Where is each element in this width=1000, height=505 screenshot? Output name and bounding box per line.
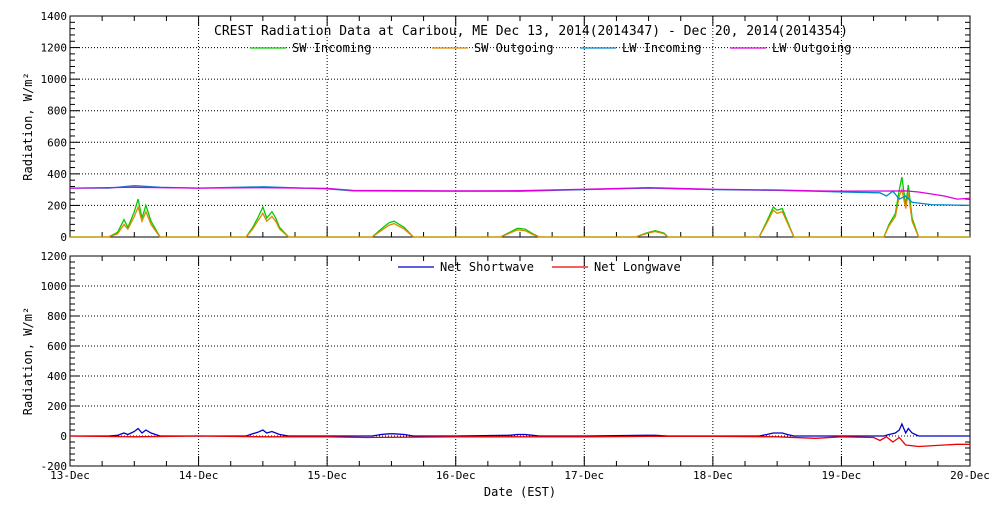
y-tick-label: 1000: [41, 73, 68, 86]
y-tick-label: 400: [47, 168, 67, 181]
y-tick-label: 200: [47, 199, 67, 212]
y-tick-label: 1200: [41, 250, 68, 263]
y-tick-label: 600: [47, 340, 67, 353]
y-tick-label: 1400: [41, 10, 68, 23]
legend-label: LW Outgoing: [772, 41, 851, 55]
series-line-lw-outgoing: [69, 186, 971, 200]
legend-label: LW Incoming: [622, 41, 701, 55]
x-tick-label: 13-Dec: [50, 469, 90, 482]
y-tick-label: 1000: [41, 280, 68, 293]
y-axis-label: Radiation, W/m²: [21, 72, 35, 180]
y-tick-label: 400: [47, 370, 67, 383]
series-line-net-shortwave: [70, 422, 970, 437]
legend-label: Net Shortwave: [440, 260, 534, 274]
y-axis-label: Radiation, W/m²: [21, 307, 35, 415]
x-tick-label: 14-Dec: [179, 469, 219, 482]
x-axis-label: Date (EST): [484, 485, 556, 499]
legend-label: SW Incoming: [292, 41, 371, 55]
x-tick-label: 20-Dec: [950, 469, 990, 482]
plot-frame: [69, 15, 971, 238]
series-line-sw-incoming: [70, 176, 970, 238]
y-tick-label: 800: [47, 105, 67, 118]
series-line-sw-outgoing: [70, 187, 970, 238]
y-tick-label: 1200: [41, 42, 68, 55]
y-tick-label: 0: [60, 231, 67, 244]
series-line-net-longwave: [69, 435, 970, 448]
legend-label: SW Outgoing: [474, 41, 553, 55]
x-tick-label: 17-Dec: [564, 469, 604, 482]
x-tick-label: 18-Dec: [693, 469, 733, 482]
x-tick-label: 16-Dec: [436, 469, 476, 482]
chart-title: CREST Radiation Data at Caribou, ME Dec …: [214, 24, 848, 39]
y-tick-label: 0: [60, 430, 67, 443]
y-tick-label: -200: [41, 460, 68, 473]
y-tick-label: 200: [47, 400, 67, 413]
legend-label: Net Longwave: [594, 260, 681, 274]
plot-frame: [69, 255, 971, 467]
y-tick-label: 600: [47, 136, 67, 149]
x-tick-label: 15-Dec: [307, 469, 347, 482]
x-tick-label: 19-Dec: [822, 469, 862, 482]
y-tick-label: 800: [47, 310, 67, 323]
